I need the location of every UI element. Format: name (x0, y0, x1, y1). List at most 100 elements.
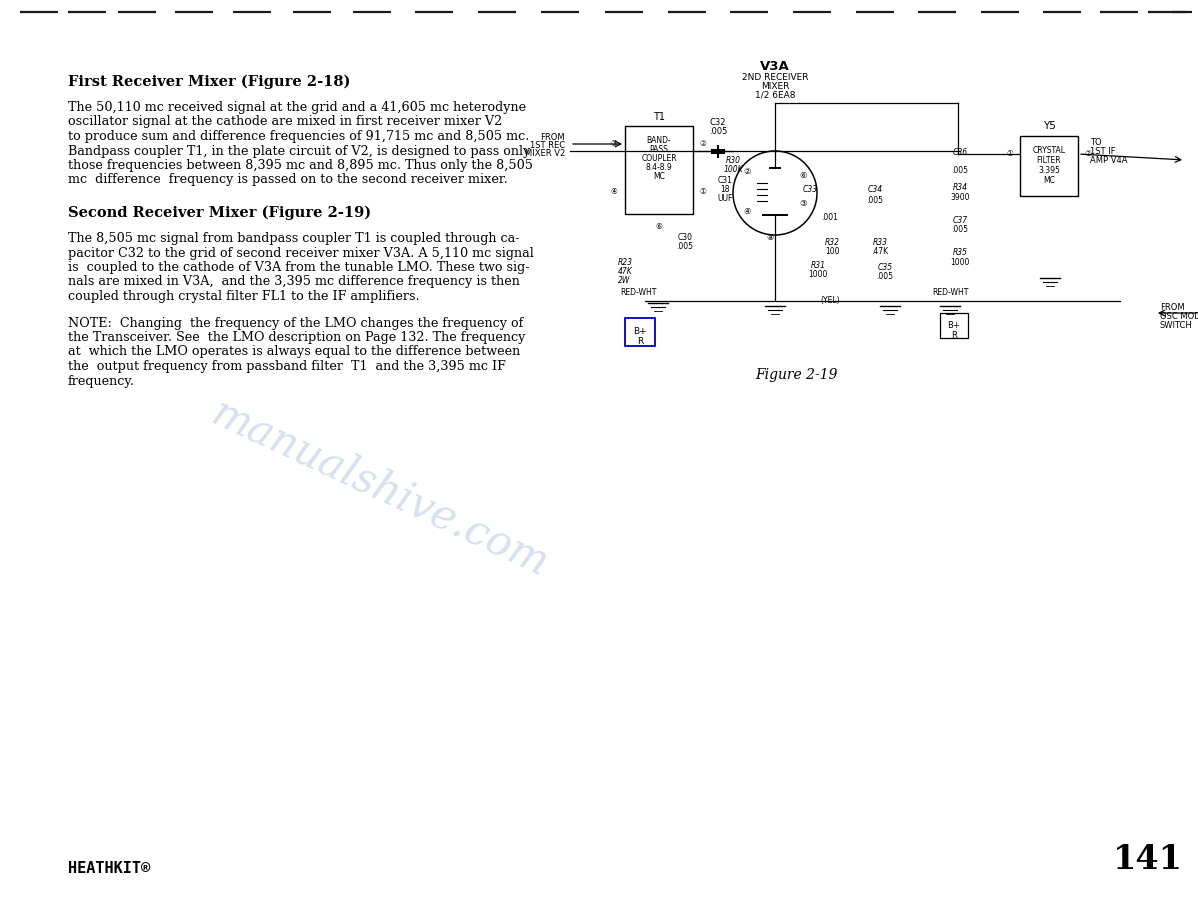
Text: NOTE:  Changing  the frequency of the LMO changes the frequency of: NOTE: Changing the frequency of the LMO … (68, 317, 524, 330)
Text: .005: .005 (877, 272, 894, 281)
Bar (625, 318, 655, 346)
Text: is  coupled to the cathode of V3A from the tunable LMO. These two sig-: is coupled to the cathode of V3A from th… (68, 261, 530, 274)
Text: frequency.: frequency. (68, 375, 135, 387)
Text: 47K: 47K (618, 267, 633, 276)
Text: ①: ① (698, 186, 706, 196)
Text: 1ST IF: 1ST IF (1090, 147, 1115, 156)
Text: to produce sum and difference frequencies of 91,715 mc and 8,505 mc.: to produce sum and difference frequencie… (68, 130, 530, 143)
Text: ②: ② (743, 166, 751, 175)
Text: ④: ④ (743, 207, 751, 216)
Text: C32: C32 (709, 118, 726, 127)
Text: HEATHKIT®: HEATHKIT® (68, 861, 150, 876)
Text: First Receiver Mixer (Figure 2-18): First Receiver Mixer (Figure 2-18) (68, 75, 350, 89)
Text: 1000: 1000 (809, 270, 828, 279)
Text: C36: C36 (952, 148, 968, 157)
Text: 100: 100 (824, 247, 840, 256)
Text: R34: R34 (952, 183, 968, 192)
Bar (940, 313, 968, 338)
Text: ②: ② (1084, 150, 1091, 159)
Text: at  which the LMO operates is always equal to the difference between: at which the LMO operates is always equa… (68, 345, 520, 359)
Text: 1/2 6EA8: 1/2 6EA8 (755, 91, 795, 100)
Text: .001: .001 (822, 213, 839, 222)
Text: .005: .005 (677, 242, 694, 251)
Text: Second Receiver Mixer (Figure 2-19): Second Receiver Mixer (Figure 2-19) (68, 206, 371, 220)
Text: .47K: .47K (871, 247, 889, 256)
Text: B+: B+ (948, 321, 961, 330)
Text: The 50,110 mc received signal at the grid and a 41,605 mc heterodyne: The 50,110 mc received signal at the gri… (68, 101, 526, 114)
Text: C37: C37 (952, 216, 968, 225)
Text: B+: B+ (634, 327, 647, 336)
Text: FROM: FROM (1160, 303, 1185, 312)
Text: .005: .005 (866, 196, 883, 205)
Text: C30: C30 (678, 233, 692, 242)
Text: ⑥: ⑥ (799, 171, 806, 180)
Text: R35: R35 (952, 248, 968, 257)
Text: the Transceiver. See  the LMO description on Page 132. The frequency: the Transceiver. See the LMO description… (68, 331, 526, 344)
Text: R23: R23 (618, 258, 633, 267)
Text: MC: MC (653, 172, 665, 181)
Text: C33: C33 (803, 185, 817, 194)
Text: BAND-: BAND- (647, 136, 671, 145)
Text: those frequencies between 8,395 mc and 8,895 mc. Thus only the 8,505: those frequencies between 8,395 mc and 8… (68, 159, 533, 172)
Text: 8.4-8.9: 8.4-8.9 (646, 163, 672, 172)
Text: FILTER: FILTER (1036, 156, 1061, 165)
Text: C31: C31 (718, 176, 732, 185)
Text: PASS: PASS (649, 145, 668, 154)
Text: pacitor C32 to the grid of second receiver mixer V3A. A 5,110 mc signal: pacitor C32 to the grid of second receiv… (68, 247, 534, 260)
Text: UUF: UUF (718, 194, 733, 203)
Text: 3.395: 3.395 (1037, 166, 1060, 175)
Text: COUPLER: COUPLER (641, 154, 677, 163)
Text: TO: TO (1090, 138, 1102, 147)
Text: R31: R31 (811, 261, 825, 270)
Text: SWITCH: SWITCH (1160, 321, 1193, 330)
Text: R32: R32 (824, 238, 840, 247)
Text: the  output frequency from passband filter  T1  and the 3,395 mc IF: the output frequency from passband filte… (68, 360, 506, 373)
Text: ①: ① (1006, 150, 1014, 159)
Text: (YEL): (YEL) (821, 296, 840, 305)
Text: oscillator signal at the cathode are mixed in first receiver mixer V2: oscillator signal at the cathode are mix… (68, 116, 502, 129)
Text: R30: R30 (726, 156, 740, 165)
Text: 1ST REC: 1ST REC (530, 141, 565, 150)
Text: MC: MC (1043, 176, 1055, 185)
Text: FROM: FROM (540, 133, 565, 142)
Text: V3A: V3A (760, 60, 789, 73)
Text: T1: T1 (653, 112, 665, 122)
Text: R: R (951, 331, 957, 340)
Text: .005: .005 (709, 127, 727, 136)
Text: ③: ③ (610, 140, 617, 149)
Text: The 8,505 mc signal from bandpass coupler T1 is coupled through ca-: The 8,505 mc signal from bandpass couple… (68, 232, 520, 245)
Text: AMP V4A: AMP V4A (1090, 156, 1127, 165)
Text: R: R (637, 337, 643, 346)
Bar (1019, 136, 1078, 196)
Text: CRYSTAL: CRYSTAL (1033, 146, 1065, 155)
Text: manualshive.com: manualshive.com (205, 391, 555, 585)
Text: 18: 18 (720, 185, 730, 194)
Text: Figure 2-19: Figure 2-19 (755, 368, 837, 382)
Text: .005: .005 (951, 225, 968, 234)
Text: MIXER V2: MIXER V2 (525, 149, 565, 158)
Text: 1000: 1000 (950, 258, 969, 267)
Text: 141: 141 (1113, 843, 1182, 876)
Text: 100K: 100K (724, 165, 743, 174)
Text: R33: R33 (872, 238, 888, 247)
Text: ③: ③ (799, 198, 806, 207)
Text: 3900: 3900 (950, 193, 969, 202)
Text: ④: ④ (610, 186, 617, 196)
Text: 2ND RECEIVER: 2ND RECEIVER (742, 73, 809, 82)
Text: RED-WHT: RED-WHT (619, 288, 657, 297)
Text: ⑧: ⑧ (767, 232, 774, 241)
Text: OSC MODE: OSC MODE (1160, 312, 1198, 321)
Text: Y5: Y5 (1042, 121, 1055, 131)
Text: ②: ② (698, 140, 706, 149)
Text: ⑥: ⑥ (655, 222, 662, 231)
Bar (625, 126, 692, 214)
Text: 2W: 2W (618, 276, 630, 285)
Text: Bandpass coupler T1, in the plate circuit of V2, is designed to pass only: Bandpass coupler T1, in the plate circui… (68, 144, 531, 158)
Text: nals are mixed in V3A,  and the 3,395 mc difference frequency is then: nals are mixed in V3A, and the 3,395 mc … (68, 275, 520, 288)
Text: .005: .005 (951, 166, 968, 175)
Text: mc  difference  frequency is passed on to the second receiver mixer.: mc difference frequency is passed on to … (68, 174, 508, 186)
Text: MIXER: MIXER (761, 82, 789, 91)
Text: C34: C34 (867, 185, 883, 194)
Text: C35: C35 (877, 263, 893, 272)
Text: RED-WHT: RED-WHT (932, 288, 968, 297)
